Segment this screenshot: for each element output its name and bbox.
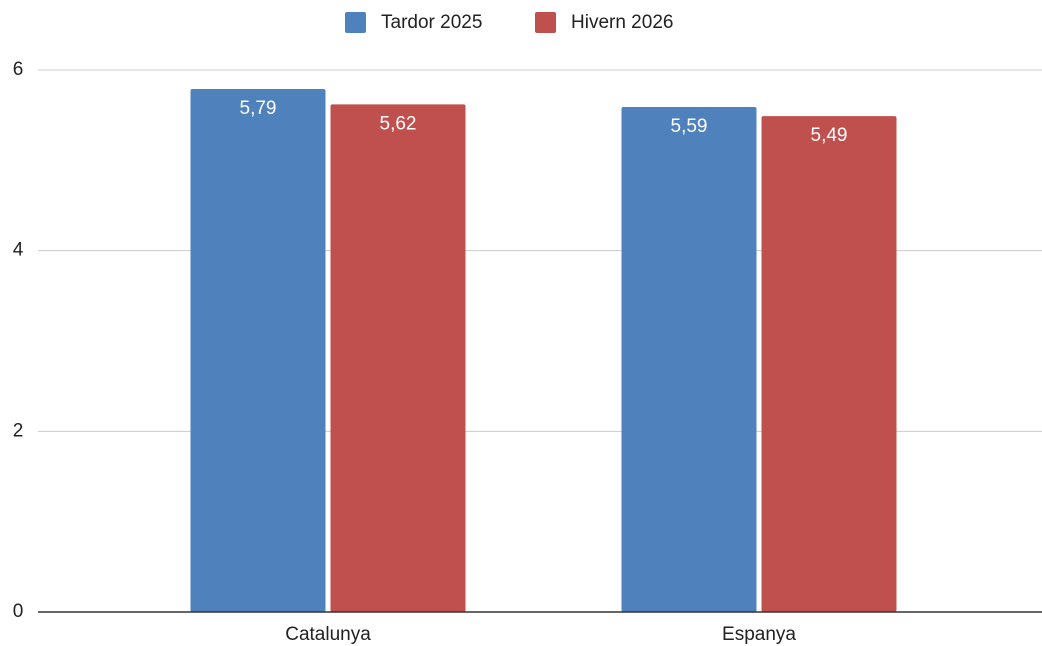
value-label: 5,49	[811, 125, 848, 146]
x-tick-label: Espanya	[722, 624, 796, 645]
legend-swatch	[535, 12, 556, 33]
y-tick-label: 6	[13, 59, 24, 80]
bar	[761, 116, 897, 612]
legend-label: Tardor 2025	[381, 12, 482, 33]
x-tick-label: Catalunya	[285, 624, 371, 645]
y-tick-label: 4	[13, 240, 24, 261]
value-label: 5,59	[671, 116, 708, 137]
value-label: 5,79	[240, 98, 277, 119]
y-tick-label: 2	[13, 420, 24, 441]
legend-swatch	[345, 12, 366, 33]
legend-label: Hivern 2026	[571, 12, 673, 33]
bar	[621, 107, 757, 612]
y-tick-label: 0	[13, 601, 24, 622]
bar	[190, 88, 326, 613]
bar	[330, 104, 466, 613]
value-label: 5,62	[380, 113, 417, 134]
